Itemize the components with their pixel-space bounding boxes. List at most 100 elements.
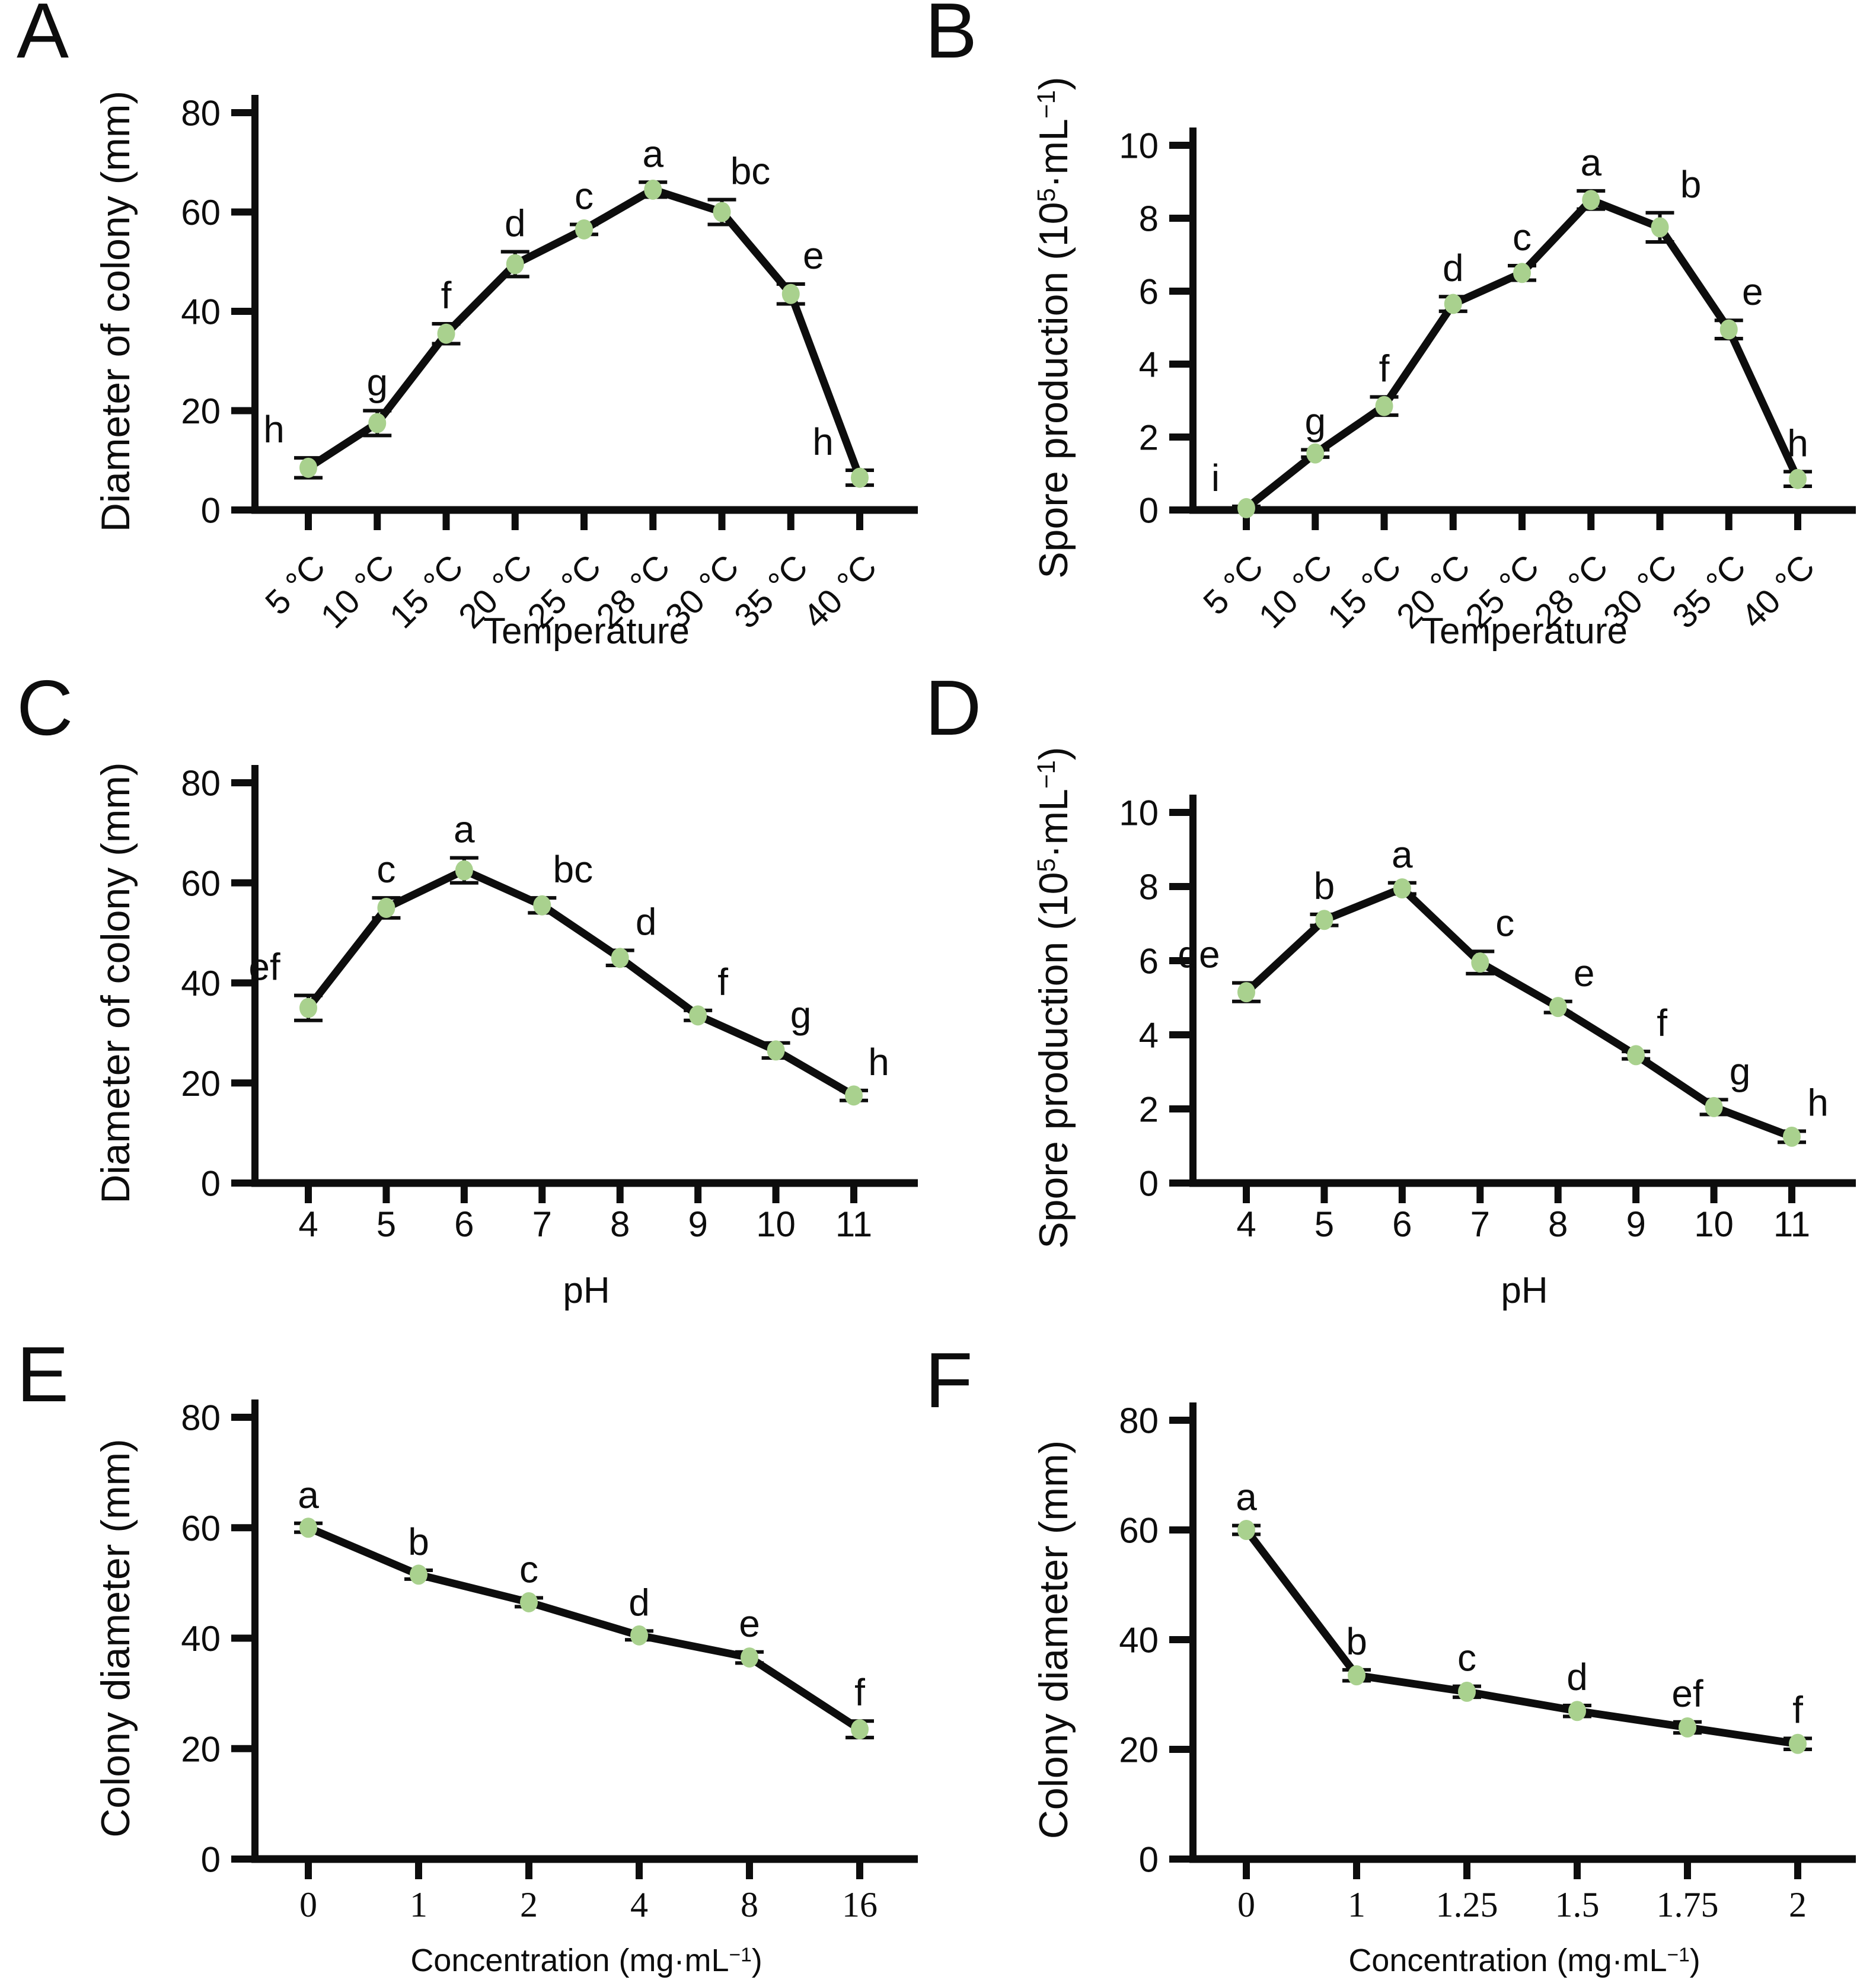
significance-letter: c — [1513, 216, 1532, 259]
data-point — [1679, 1717, 1696, 1737]
significance-letter: a — [454, 808, 475, 851]
significance-letter: e — [803, 234, 824, 277]
y-tick-label: 80 — [1119, 1401, 1159, 1441]
x-tick-label: 1.5 — [1555, 1885, 1600, 1924]
significance-letter: a — [642, 132, 663, 175]
x-tick-label: 1.75 — [1657, 1885, 1719, 1924]
y-tick-label: 60 — [181, 193, 221, 232]
y-tick-label: 0 — [201, 1840, 221, 1880]
x-tick-label: 8 — [1548, 1204, 1568, 1244]
x-tick-label: 6 — [1392, 1204, 1412, 1244]
y-tick-label: 40 — [181, 292, 221, 332]
significance-letter: c — [575, 174, 594, 217]
significance-letter: e — [1574, 952, 1595, 994]
data-point — [1315, 910, 1333, 930]
series-line — [1242, 1526, 1802, 1748]
y-tick-label: 0 — [201, 1164, 221, 1204]
y-tick-label: 0 — [1139, 1164, 1159, 1204]
significance-letter: g — [1730, 1050, 1751, 1092]
y-tick-label: 6 — [1139, 942, 1159, 981]
panel-C: 0 20 40 60 80 Diameter of colony (mm) 4 5 6 7 8 9 10… — [0, 661, 938, 1322]
significance-letter: h — [1787, 422, 1808, 464]
x-axis-label: pH — [1501, 1270, 1548, 1311]
data-point — [1789, 468, 1807, 489]
x-tick-label: 7 — [1470, 1204, 1490, 1244]
x-tick-label: 10 °C — [1251, 547, 1339, 636]
x-tick-label: 8 — [741, 1885, 758, 1924]
data-point — [299, 1517, 317, 1538]
significance-letter: f — [1657, 1002, 1667, 1044]
x-tick-label: 9 — [688, 1204, 707, 1244]
data-point — [506, 254, 524, 275]
significance-letter: a — [298, 1474, 319, 1516]
data-point — [299, 457, 317, 478]
x-tick-label: 9 — [1626, 1204, 1645, 1244]
significance-letter: f — [441, 274, 452, 317]
x-tick-label: 0 — [299, 1885, 317, 1924]
significance-letter: b — [408, 1520, 429, 1563]
y-axis-label: Spore production (105·mL−1) — [1031, 747, 1076, 1248]
significance-letter: de — [1178, 933, 1220, 976]
data-point — [437, 323, 455, 344]
y-axis-label: Diameter of colony (mm) — [93, 762, 138, 1203]
data-point — [741, 1647, 758, 1668]
significance-letter: c — [1457, 1637, 1476, 1679]
x-tick-label: 16 — [842, 1885, 878, 1924]
x-tick-label: 5 — [1315, 1204, 1334, 1244]
x-tick-label: 10 — [1694, 1204, 1734, 1244]
x-tick-label: 0 — [1237, 1885, 1255, 1924]
x-tick-label: 6 — [454, 1204, 474, 1244]
significance-letter: h — [812, 420, 834, 463]
data-point — [1582, 190, 1600, 211]
data-point — [533, 895, 551, 916]
x-tick-label: 4 — [630, 1885, 648, 1924]
data-point — [1237, 982, 1255, 1003]
data-point — [644, 179, 662, 200]
y-tick-label: 80 — [181, 764, 221, 804]
y-tick-label: 0 — [1139, 491, 1159, 531]
y-axis-label: Diameter of colony (mm) — [93, 91, 138, 532]
x-tick-label: 10 — [756, 1204, 796, 1244]
significance-letter: d — [628, 1581, 650, 1624]
y-tick-label: 4 — [1139, 1016, 1159, 1056]
y-tick-label: 20 — [1119, 1730, 1159, 1770]
panel-letter-F: F — [925, 1337, 973, 1424]
x-tick-label: 1 — [410, 1885, 427, 1924]
data-point — [1789, 1733, 1807, 1754]
x-tick-label: 40 °C — [1734, 547, 1822, 636]
data-point — [1237, 498, 1255, 518]
x-tick-label: 40 °C — [796, 547, 884, 636]
x-tick-label: 1.25 — [1436, 1885, 1498, 1924]
chart-F: 0 20 40 60 80 Colony diameter (mm) 0 1 1.25 1.5 1.… — [1031, 1401, 1856, 1978]
significance-letter: g — [790, 993, 812, 1036]
panel-letter-B: B — [925, 0, 978, 74]
data-point — [1458, 1681, 1476, 1702]
x-tick-label: 11 — [835, 1204, 872, 1244]
data-point — [851, 1719, 869, 1740]
data-point — [1444, 294, 1462, 314]
data-point — [410, 1564, 427, 1585]
data-point — [575, 219, 593, 240]
data-point — [1375, 396, 1393, 416]
x-axis-label: Concentration (mg·mL−1) — [410, 1943, 762, 1978]
data-point — [299, 997, 317, 1018]
significance-letter: h — [263, 408, 285, 451]
y-tick-label: 0 — [201, 491, 221, 531]
chart-C: 0 20 40 60 80 Diameter of colony (mm) 4 5 6 7 8 9 10… — [93, 762, 918, 1311]
significance-letter: b — [1314, 865, 1335, 907]
panel-D: 0 2 4 6 8 10 Spore production (105·mL−1) 4 5 6 7 8 9… — [938, 661, 1876, 1322]
panel-E: 0 20 40 60 80 Colony diameter (mm) 0 1 2 4 8 16 Conc… — [0, 1322, 938, 1983]
chart-D: 0 2 4 6 8 10 Spore production (105·mL−1) 4 5 6 7 8 9… — [1031, 747, 1856, 1311]
data-point — [1549, 997, 1567, 1018]
data-point — [630, 1625, 648, 1646]
series-line — [1242, 884, 1796, 1141]
x-tick-label: 4 — [298, 1204, 318, 1244]
y-tick-label: 8 — [1139, 199, 1159, 239]
y-tick-label: 4 — [1139, 345, 1159, 385]
data-point — [1471, 952, 1489, 973]
significance-letter: b — [1346, 1620, 1367, 1663]
data-point — [1237, 1520, 1255, 1540]
significance-letter: h — [1807, 1082, 1829, 1124]
significance-letter: a — [1392, 833, 1413, 876]
